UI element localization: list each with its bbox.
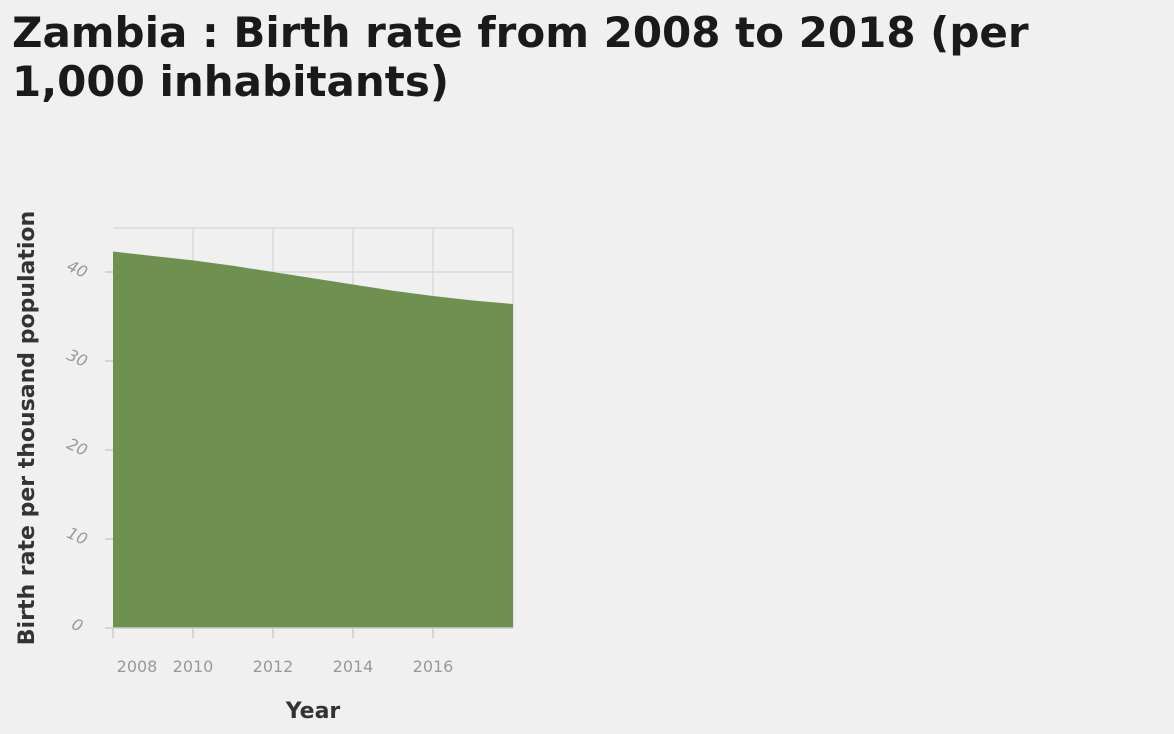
x-tick-labels: 2008 2010 2012 2014 2016 <box>117 657 454 676</box>
x-tick-label: 2016 <box>413 657 454 676</box>
y-tick-label: 40 <box>64 256 90 282</box>
y-tick-label: 0 <box>69 614 86 636</box>
axes <box>105 271 513 638</box>
y-tick-label: 30 <box>64 345 90 371</box>
x-axis-title: Year <box>285 699 341 724</box>
y-tick-label: 20 <box>64 434 90 460</box>
x-tick-label: 2014 <box>333 657 374 676</box>
y-tick-label: 10 <box>64 523 90 549</box>
y-axis-title: Birth rate per thousand population <box>15 211 40 645</box>
x-tick-label: 2008 <box>117 657 158 676</box>
x-tick-label: 2012 <box>253 657 294 676</box>
chart-title: Zambia : Birth rate from 2008 to 2018 (p… <box>12 8 1029 106</box>
y-tick-labels: 0 10 20 30 40 <box>64 256 90 636</box>
x-tick-label: 2010 <box>173 657 214 676</box>
birth-rate-area <box>113 251 513 628</box>
